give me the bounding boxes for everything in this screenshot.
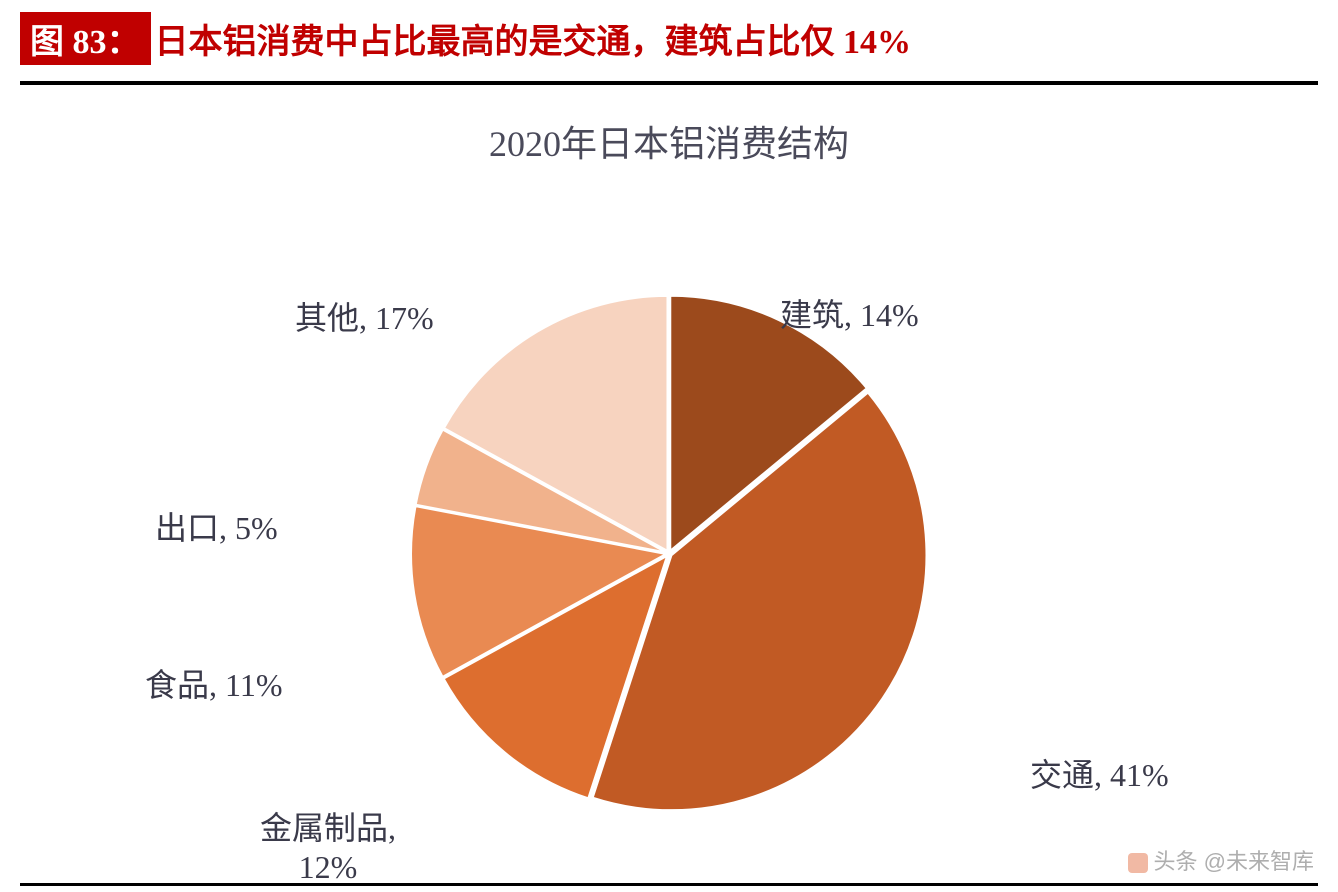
slice-label-其他: 其他, 17% — [295, 293, 434, 339]
slice-label-食品: 食品, 11% — [145, 660, 282, 706]
slice-label-建筑: 建筑, 14% — [780, 290, 919, 336]
watermark: 头条 @未来智库 — [1128, 844, 1314, 876]
chart-title: 2020年日本铝消费结构 — [0, 115, 1338, 167]
watermark-text: 头条 @未来智库 — [1154, 849, 1314, 874]
figure-header: 图 83： 日本铝消费中占比最高的是交通，建筑占比仅 14% — [0, 0, 1338, 73]
header-divider — [20, 81, 1318, 85]
slice-label-交通: 交通, 41% — [1030, 750, 1169, 796]
figure-number-badge: 图 83： — [20, 12, 151, 65]
pie-chart — [399, 283, 939, 823]
watermark-icon — [1128, 853, 1148, 873]
footer-divider — [20, 883, 1318, 886]
slice-label-出口: 出口, 5% — [155, 503, 278, 549]
pie-container — [399, 283, 939, 828]
slice-label-金属制品: 金属制品,12% — [260, 803, 396, 886]
figure-title: 日本铝消费中占比最高的是交通，建筑占比仅 14% — [155, 24, 912, 61]
chart-area: 2020年日本铝消费结构 建筑, 14%交通, 41%金属制品,12%食品, 1… — [0, 115, 1338, 875]
